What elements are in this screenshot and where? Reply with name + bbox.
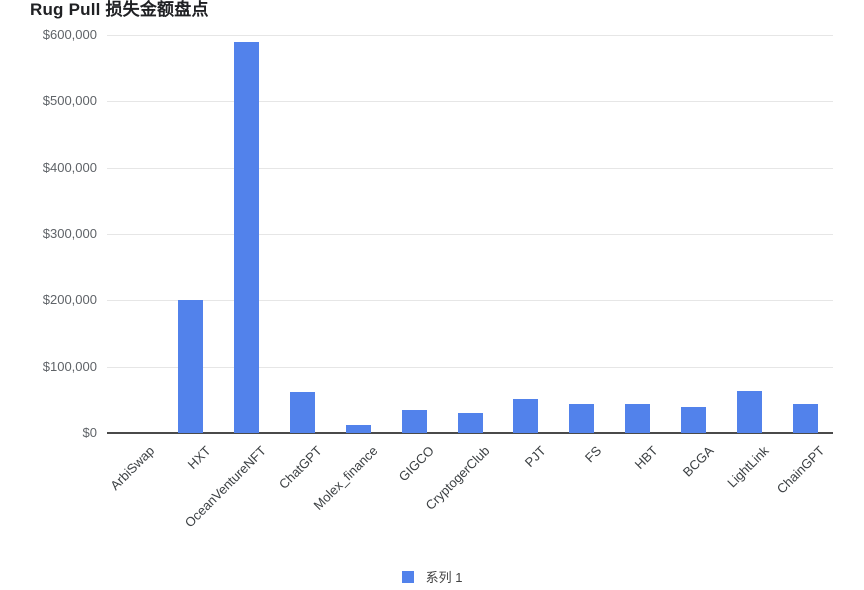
bar-ChatGPT[interactable] — [289, 391, 315, 433]
bar-LightLink[interactable] — [736, 390, 762, 433]
gridline — [107, 234, 833, 235]
gridline — [107, 101, 833, 103]
x-axis-tick-label-FS: FS — [581, 443, 605, 466]
bar-OceanVentureNFT[interactable] — [234, 41, 260, 433]
gridline — [107, 366, 833, 368]
x-axis-tick-label-ChatGPT: ChatGPT — [276, 443, 326, 492]
legend[interactable]: 系列 1 — [0, 567, 864, 586]
bar-HBT[interactable] — [625, 403, 651, 433]
y-axis-tick-label: $0 — [82, 425, 97, 440]
chart-title: Rug Pull 损失金额盘点 — [30, 0, 209, 19]
legend-series-label: 系列 1 — [425, 570, 463, 585]
gridline — [107, 300, 833, 302]
x-axis-tick-label-GIGCO: GIGCO — [395, 443, 437, 485]
bar-GIGCO[interactable] — [401, 409, 427, 433]
y-axis-tick-label: $600,000 — [42, 27, 97, 42]
gridline — [107, 35, 833, 36]
x-axis-line — [107, 432, 833, 434]
bar-Molex_finance[interactable] — [345, 425, 371, 433]
bar-CryptogerClub[interactable] — [457, 413, 483, 433]
bar-FS[interactable] — [569, 404, 595, 433]
y-axis-tick-label: $100,000 — [42, 358, 97, 374]
x-axis-tick-label-PJT: PJT — [521, 443, 549, 470]
bar-ChainGPT[interactable] — [792, 404, 818, 433]
x-axis-tick-label-ArbiSwap: ArbiSwap — [107, 443, 158, 493]
bar-HXT[interactable] — [178, 300, 204, 433]
bar-BCGA[interactable] — [680, 407, 706, 433]
x-axis-tick-label-HXT: HXT — [184, 443, 214, 472]
legend-swatch-icon — [401, 570, 414, 583]
x-axis-tick-label-ChainGPT: ChainGPT — [774, 443, 828, 497]
y-axis-tick-label: $200,000 — [42, 292, 97, 308]
gridline — [107, 167, 833, 169]
y-axis-tick-label: $300,000 — [42, 226, 97, 241]
y-axis-tick-label: $400,000 — [42, 159, 97, 175]
x-axis-tick-label-LightLink: LightLink — [724, 443, 772, 491]
y-axis-tick-label: $500,000 — [42, 93, 97, 109]
bar-PJT[interactable] — [513, 398, 539, 433]
x-axis-tick-label-BCGA: BCGA — [679, 443, 716, 480]
x-axis-tick-label-HBT: HBT — [631, 443, 661, 472]
